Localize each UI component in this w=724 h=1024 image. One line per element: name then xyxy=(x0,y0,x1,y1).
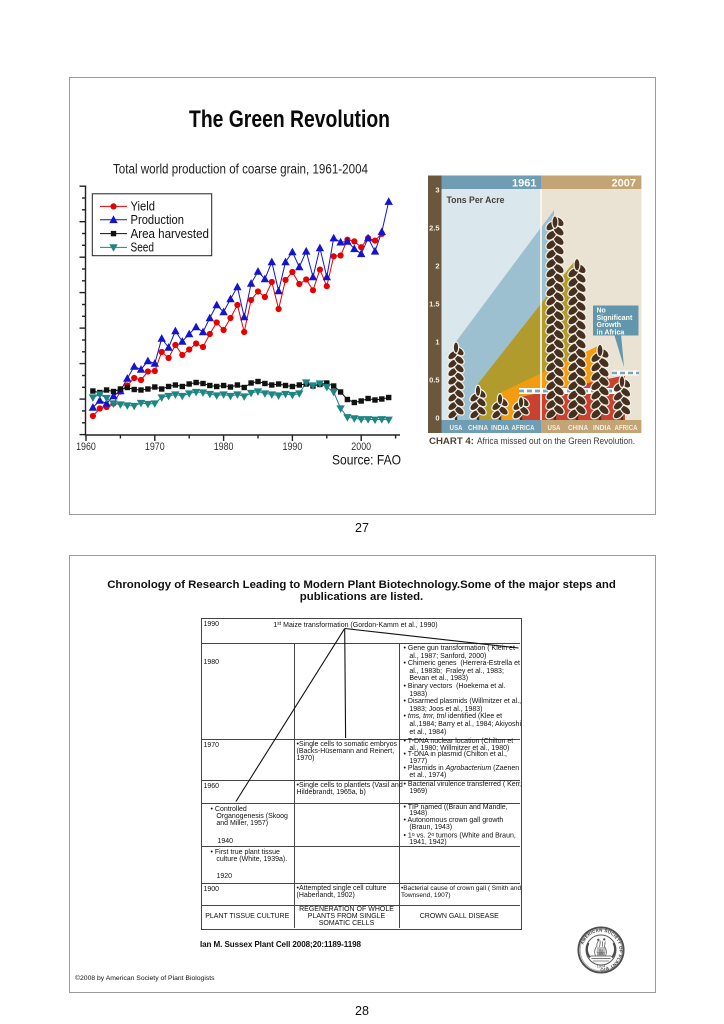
svg-text:1980: 1980 xyxy=(214,441,234,453)
svg-text:Area harvested: Area harvested xyxy=(131,227,210,241)
svg-text:Growth: Growth xyxy=(597,322,622,329)
svg-text:1.5: 1.5 xyxy=(429,300,439,309)
svg-text:CHINA: CHINA xyxy=(568,423,588,432)
svg-text:2000: 2000 xyxy=(351,441,371,453)
svg-text:AFRICA: AFRICA xyxy=(615,423,638,432)
svg-text:Tons Per Acre: Tons Per Acre xyxy=(447,195,505,205)
svg-text:2.5: 2.5 xyxy=(429,224,439,233)
svg-text:0: 0 xyxy=(435,414,439,423)
svg-text:USA: USA xyxy=(450,423,463,432)
svg-text:Significant: Significant xyxy=(597,315,633,322)
svg-text:Source: FAO: Source: FAO xyxy=(332,452,401,468)
svg-text:2: 2 xyxy=(435,262,439,271)
svg-text:AFRICA: AFRICA xyxy=(512,423,535,432)
svg-text:0.5: 0.5 xyxy=(429,376,439,385)
svg-text:USA: USA xyxy=(548,423,561,432)
svg-text:3: 3 xyxy=(435,186,439,195)
svg-text:CHART 4:: CHART 4: xyxy=(429,436,474,447)
svg-text:in Africa: in Africa xyxy=(597,329,625,336)
svg-text:1961: 1961 xyxy=(512,177,536,189)
svg-text:No: No xyxy=(597,308,606,315)
svg-text:CHINA: CHINA xyxy=(468,423,488,432)
svg-text:Yield: Yield xyxy=(131,200,156,214)
svg-text:1960: 1960 xyxy=(76,441,96,453)
svg-text:The Green Revolution: The Green Revolution xyxy=(189,106,390,133)
svg-text:1: 1 xyxy=(435,338,439,347)
svg-text:Africa missed out on the Green: Africa missed out on the Green Revolutio… xyxy=(477,436,635,447)
svg-text:INDIA: INDIA xyxy=(491,423,510,432)
svg-text:2007: 2007 xyxy=(612,177,636,189)
svg-text:1990: 1990 xyxy=(283,441,303,453)
svg-text:INDIA: INDIA xyxy=(593,423,612,432)
svg-text:1970: 1970 xyxy=(145,441,165,453)
svg-text:· 1924 ·: · 1924 · xyxy=(594,964,607,968)
svg-text:Production: Production xyxy=(131,213,185,227)
svg-text:Seed: Seed xyxy=(131,241,155,255)
svg-text:Total world production of coar: Total world production of coarse grain, … xyxy=(113,161,368,177)
